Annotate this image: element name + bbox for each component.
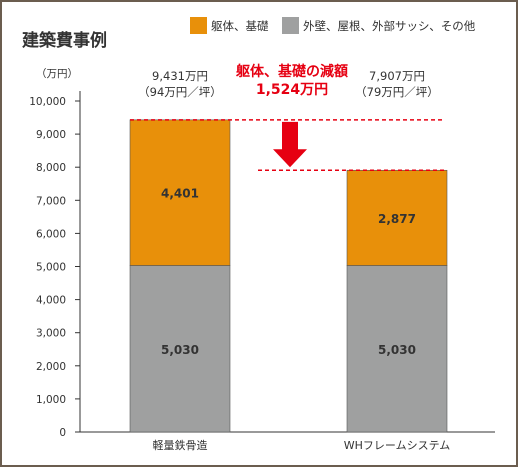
- y-tick-label: 0: [59, 427, 66, 439]
- down-arrow-icon: [273, 121, 307, 168]
- y-tick-label: 5,000: [36, 262, 66, 274]
- bar-value-label: 5,030: [161, 343, 199, 357]
- y-axis-unit-label: （万円）: [36, 68, 78, 80]
- reduction-annotation: 躯体、基礎の減額 1,524万円: [130, 63, 445, 172]
- y-tick-label: 6,000: [36, 228, 66, 240]
- y-tick-label: 3,000: [36, 328, 66, 340]
- reduction-title: 躯体、基礎の減額: [235, 63, 348, 80]
- y-axis-ticks: 0 1,000 2,000 3,000 4,000 5,000 6,000 7,000 8,00…: [29, 96, 80, 439]
- bar-value-label: 4,401: [161, 187, 199, 201]
- legend-label-structure: 躯体、基礎: [211, 19, 269, 33]
- total-amount-label: 9,431万円: [152, 69, 208, 83]
- legend-swatch-structure: [190, 17, 207, 34]
- y-tick-label: 8,000: [36, 162, 66, 174]
- total-labels: 9,431万円 （94万円／坪） 7,907万円 （79万円／坪）: [138, 69, 439, 99]
- x-category-label: WHフレームシステム: [344, 439, 451, 452]
- y-tick-label: 4,000: [36, 295, 66, 307]
- bar-segment-structure: [129, 119, 231, 266]
- y-tick-label: 10,000: [29, 96, 66, 108]
- bar-segment-exterior: [129, 265, 231, 433]
- bar-segment-structure: [346, 169, 448, 266]
- total-per-tsubo-label: （79万円／坪）: [355, 85, 439, 99]
- reduction-amount: 1,524万円: [256, 82, 328, 98]
- bars: 5,030 4,401 5,030 2,877: [129, 119, 448, 433]
- total-amount-label: 7,907万円: [369, 69, 425, 83]
- bar-segment-exterior: [346, 265, 448, 433]
- category-labels: 軽量鉄骨造 WHフレームシステム: [153, 438, 451, 452]
- total-per-tsubo-label: （94万円／坪）: [138, 85, 222, 99]
- bar-value-label: 2,877: [378, 212, 416, 226]
- legend: 躯体、基礎 外壁、屋根、外部サッシ、その他: [190, 17, 476, 34]
- legend-swatch-exterior: [282, 17, 299, 34]
- chart-title: 建築費事例: [22, 30, 107, 51]
- y-tick-label: 7,000: [36, 195, 66, 207]
- y-tick-label: 9,000: [36, 129, 66, 141]
- legend-label-exterior: 外壁、屋根、外部サッシ、その他: [303, 19, 476, 33]
- bar-value-label: 5,030: [378, 343, 416, 357]
- x-category-label: 軽量鉄骨造: [153, 438, 208, 452]
- y-tick-label: 2,000: [36, 361, 66, 373]
- y-tick-label: 1,000: [36, 394, 66, 406]
